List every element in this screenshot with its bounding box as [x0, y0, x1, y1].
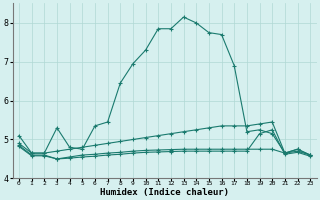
X-axis label: Humidex (Indice chaleur): Humidex (Indice chaleur) [100, 188, 229, 197]
